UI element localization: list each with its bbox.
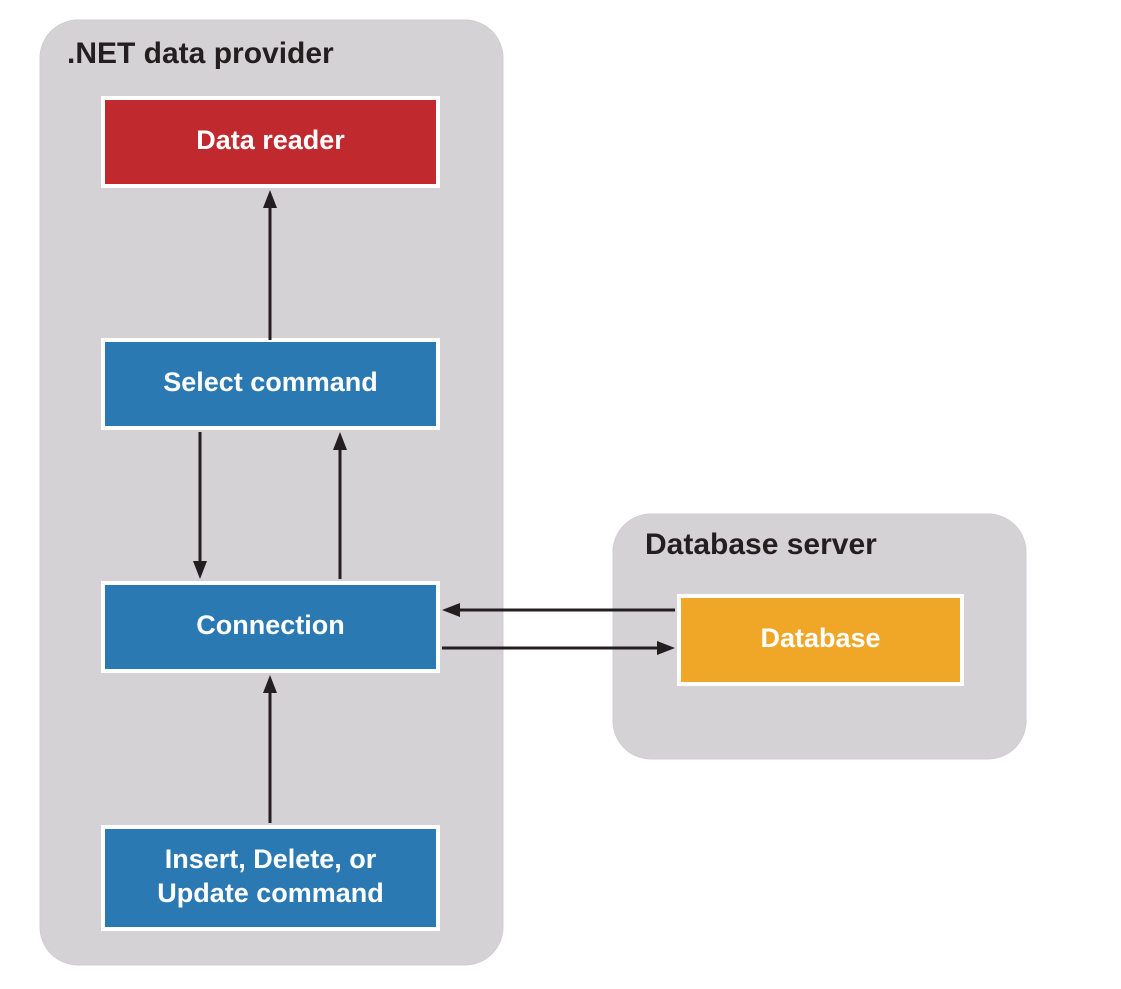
container-title-provider: .NET data provider	[67, 37, 334, 70]
node-connection: Connection	[103, 583, 438, 671]
node-label-connection-line0: Connection	[196, 610, 345, 640]
node-select_command: Select command	[103, 340, 438, 428]
node-label-iud_command-line0: Insert, Delete, or	[165, 844, 377, 874]
node-label-data_reader-line0: Data reader	[196, 125, 345, 155]
node-label-iud_command-line1: Update command	[157, 878, 384, 908]
node-data_reader: Data reader	[103, 98, 438, 186]
node-label-select_command-line0: Select command	[163, 367, 378, 397]
node-iud_command: Insert, Delete, or Update command	[103, 827, 438, 929]
container-title-server: Database server	[645, 528, 877, 561]
node-label-database-line0: Database	[760, 623, 880, 653]
node-database: Database	[679, 596, 962, 684]
